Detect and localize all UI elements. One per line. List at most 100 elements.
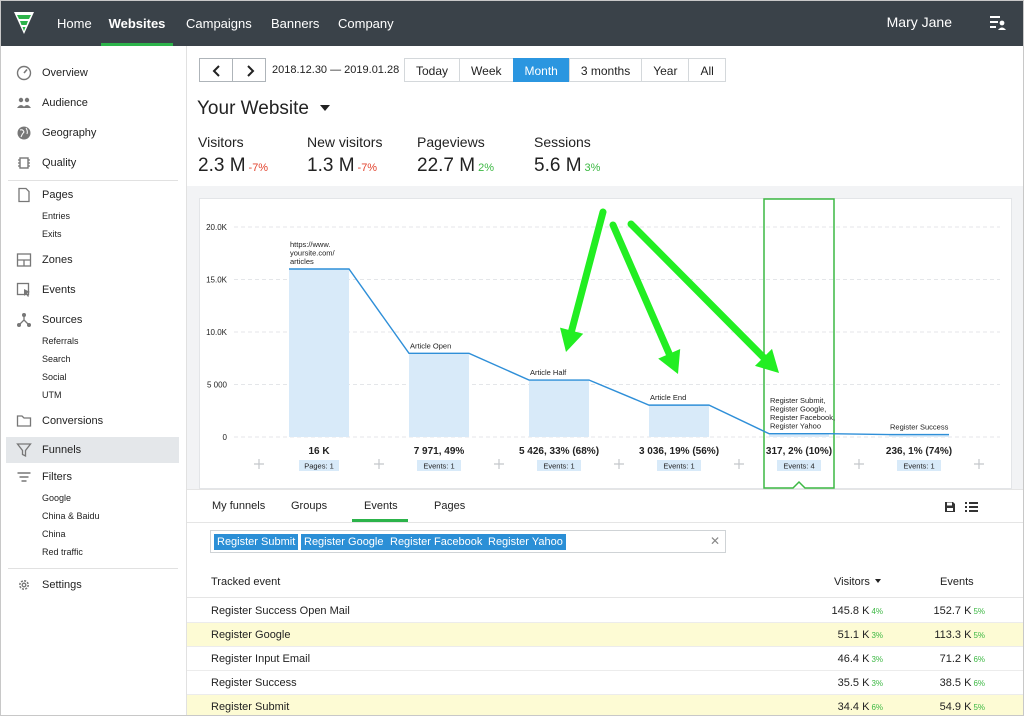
sidebar-subitem-china-baidu[interactable]: China & Baidu (42, 511, 100, 521)
column-header-events[interactable]: Events (940, 576, 974, 588)
step-badge (417, 460, 461, 471)
previous-period-button[interactable] (199, 58, 233, 82)
date-range-label[interactable]: 2018.12.30 — 2019.01.28 (272, 64, 400, 76)
chevron-right-icon (247, 65, 255, 77)
sidebar-item-filters[interactable]: Filters (0, 464, 187, 490)
step-badge-label: Events: 1 (663, 462, 694, 471)
sidebar-item-label: Events (42, 284, 76, 296)
step-summary-label: 236, 1% (74%) (886, 446, 952, 457)
metric-change: 2% (478, 162, 494, 174)
tag-register-yahoo[interactable]: Register Yahoo (485, 534, 566, 550)
metric-change: -7% (357, 162, 378, 174)
metric-sessions: Sessions 5.6 M 3% (534, 134, 600, 177)
step-summary-label: 317, 2% (10%) (766, 446, 832, 457)
visitors-value: 34.4 K 6% (837, 701, 883, 713)
nav-home[interactable]: Home (57, 16, 92, 31)
tab-events[interactable]: Events (364, 500, 398, 512)
nav-websites[interactable]: Websites (101, 0, 173, 46)
nav-company[interactable]: Company (338, 16, 394, 31)
metric-new-visitors: New visitors 1.3 M -7% (307, 134, 382, 177)
sidebar-subitem-referrals[interactable]: Referrals (42, 336, 79, 346)
column-header-event[interactable]: Tracked event (211, 576, 281, 588)
step-name-label: https://www. (290, 240, 330, 249)
website-selector[interactable]: Your Website (197, 98, 309, 119)
clear-tags-icon[interactable]: ✕ (710, 534, 721, 548)
period-month-button[interactable]: Month (512, 58, 570, 82)
sidebar-item-label: Filters (42, 471, 72, 483)
metric-label: New visitors (307, 134, 383, 150)
logo-icon[interactable] (12, 10, 36, 36)
sidebar-item-zones[interactable]: Zones (0, 247, 187, 273)
sidebar-item-conversions[interactable]: Conversions (0, 408, 187, 434)
add-step-plus-icon (974, 459, 984, 469)
metric-change: 3% (584, 162, 601, 174)
sidebar-item-events[interactable]: Events (0, 277, 187, 303)
tab-my-funnels[interactable]: My funnels (212, 500, 266, 512)
user-name[interactable]: Mary Jane (886, 14, 952, 30)
metric-label: Pageviews (417, 134, 485, 150)
metric-label: Visitors (198, 134, 244, 150)
sidebar-item-quality[interactable]: Quality (0, 150, 187, 176)
step-badge-label: Events: 1 (423, 462, 454, 471)
sidebar-item-label: Sources (42, 314, 83, 326)
sidebar-divider (8, 180, 178, 181)
table-row[interactable]: Register Submit 34.4 K 6% 54.9 K 5% (187, 695, 1023, 716)
folder-icon (16, 415, 32, 427)
event-tags-input[interactable]: Register Submit Register Google Register… (210, 530, 726, 553)
sidebar-item-overview[interactable]: Overview (0, 60, 187, 86)
tab-groups[interactable]: Groups (291, 500, 328, 512)
event-name: Register Success (211, 677, 297, 689)
chevron-down-icon[interactable] (320, 105, 330, 111)
sidebar-subitem-social[interactable]: Social (42, 372, 67, 382)
sidebar-item-label: Zones (42, 254, 73, 266)
user-menu-icon[interactable] (990, 14, 1006, 32)
nav-banners[interactable]: Banners (271, 16, 320, 31)
events-value: 54.9 K 5% (939, 701, 985, 713)
save-icon[interactable] (944, 501, 956, 513)
sidebar-item-label: Pages (42, 189, 74, 201)
sidebar-subitem-exits[interactable]: Exits (42, 229, 62, 239)
step-name-label: articles (290, 257, 314, 266)
period-week-button[interactable]: Week (459, 58, 514, 82)
column-header-visitors[interactable]: Visitors (834, 576, 870, 588)
tab-pages[interactable]: Pages (434, 500, 466, 512)
sort-desc-icon[interactable] (875, 579, 881, 583)
network-icon (17, 313, 31, 327)
period-all-button[interactable]: All (688, 58, 726, 82)
sidebar-item-label: Overview (42, 67, 88, 79)
sidebar-item-funnels[interactable]: Funnels (6, 437, 179, 463)
sidebar-item-settings[interactable]: Settings (0, 572, 187, 598)
table-row[interactable]: Register Google 51.1 K 3% 113.3 K 5% (187, 623, 1023, 647)
list-view-icon[interactable] (965, 501, 978, 513)
sidebar-subitem-utm[interactable]: UTM (42, 390, 62, 400)
tag-register-facebook[interactable]: Register Facebook (387, 534, 486, 550)
sidebar-item-geography[interactable]: Geography (0, 120, 187, 146)
sidebar-subitem-search[interactable]: Search (42, 354, 71, 364)
event-name: Register Input Email (211, 653, 311, 665)
tag-register-google[interactable]: Register Google (301, 534, 387, 550)
sidebar-item-audience[interactable]: Audience (0, 90, 187, 116)
step-summary-label: 5 426, 33% (68%) (519, 446, 599, 457)
next-period-button[interactable] (232, 58, 266, 82)
period-today-button[interactable]: Today (404, 58, 461, 82)
nav-campaigns[interactable]: Campaigns (186, 16, 252, 31)
sidebar-item-sources[interactable]: Sources (0, 307, 187, 333)
table-row[interactable]: Register Success Open Mail 145.8 K 4% 152… (187, 599, 1023, 623)
funnel-bar (409, 353, 469, 437)
tag-register-submit[interactable]: Register Submit (214, 534, 299, 550)
selected-step-frame (763, 198, 835, 489)
step-badge-label: Events: 4 (783, 462, 814, 471)
table-row[interactable]: Register Input Email 46.4 K 3% 71.2 K 6% (187, 647, 1023, 671)
step-badge (537, 460, 581, 471)
sidebar-subitem-red-traffic[interactable]: Red traffic (42, 547, 83, 557)
gauge-icon (16, 65, 32, 81)
sidebar-subitem-google[interactable]: Google (42, 493, 72, 503)
sidebar-subitem-china[interactable]: China (42, 529, 66, 539)
table-row[interactable]: Register Success 35.5 K 3% 38.5 K 6% (187, 671, 1023, 695)
step-name-label: yoursite.com/ (290, 249, 336, 258)
funnel-tabs: My funnels Groups Events Pages (187, 489, 1023, 523)
sidebar-subitem-entries[interactable]: Entries (42, 211, 71, 221)
table-header: Tracked event Visitors Events (187, 568, 1023, 598)
sidebar-item-pages[interactable]: Pages (0, 182, 187, 208)
step-badge (299, 460, 339, 471)
